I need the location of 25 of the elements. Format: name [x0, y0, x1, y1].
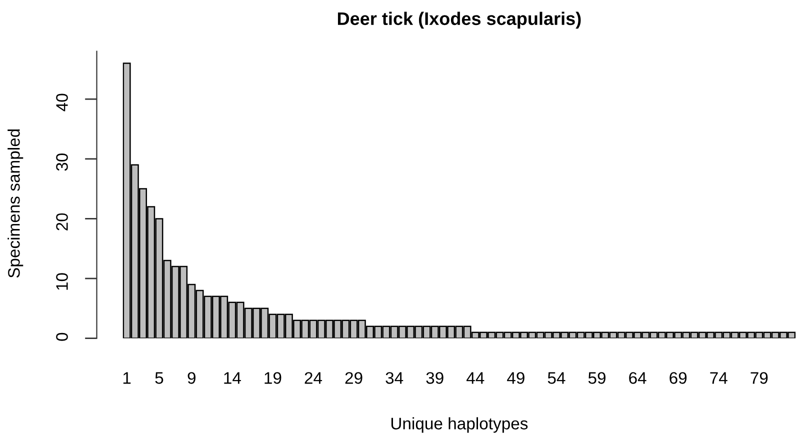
chart-title: Deer tick (Ixodes scapularis): [338, 12, 581, 29]
y-axis-title: Specimens sampled: [8, 129, 24, 278]
x-tick-label: 1: [123, 372, 131, 384]
y-tick-label: 10: [56, 273, 68, 290]
x-tick-label: 29: [345, 372, 362, 384]
x-axis-title: Unique haplotypes: [391, 417, 528, 433]
x-tick-label: 19: [264, 372, 282, 384]
x-tick-label: 54: [548, 372, 566, 384]
x-tick-label: 74: [710, 372, 728, 384]
x-tick-label: 49: [507, 372, 524, 384]
y-tick-label: 0: [56, 332, 68, 341]
y-tick-label: 40: [56, 94, 68, 112]
x-tick-label: 34: [386, 372, 404, 384]
x-tick-label: 5: [155, 372, 164, 384]
x-tick-label: 9: [188, 372, 196, 384]
x-tick-label: 39: [426, 372, 444, 384]
x-tick-label: 14: [224, 372, 241, 384]
x-tick-label: 79: [750, 372, 768, 384]
x-tick-label: 59: [588, 372, 606, 384]
y-tick-label: 20: [56, 213, 68, 230]
x-tick-label: 24: [304, 372, 322, 384]
y-tick-label: 30: [56, 154, 68, 171]
x-tick-label: 69: [670, 372, 687, 384]
x-tick-label: 44: [466, 372, 484, 384]
x-tick-label: 64: [629, 372, 646, 384]
